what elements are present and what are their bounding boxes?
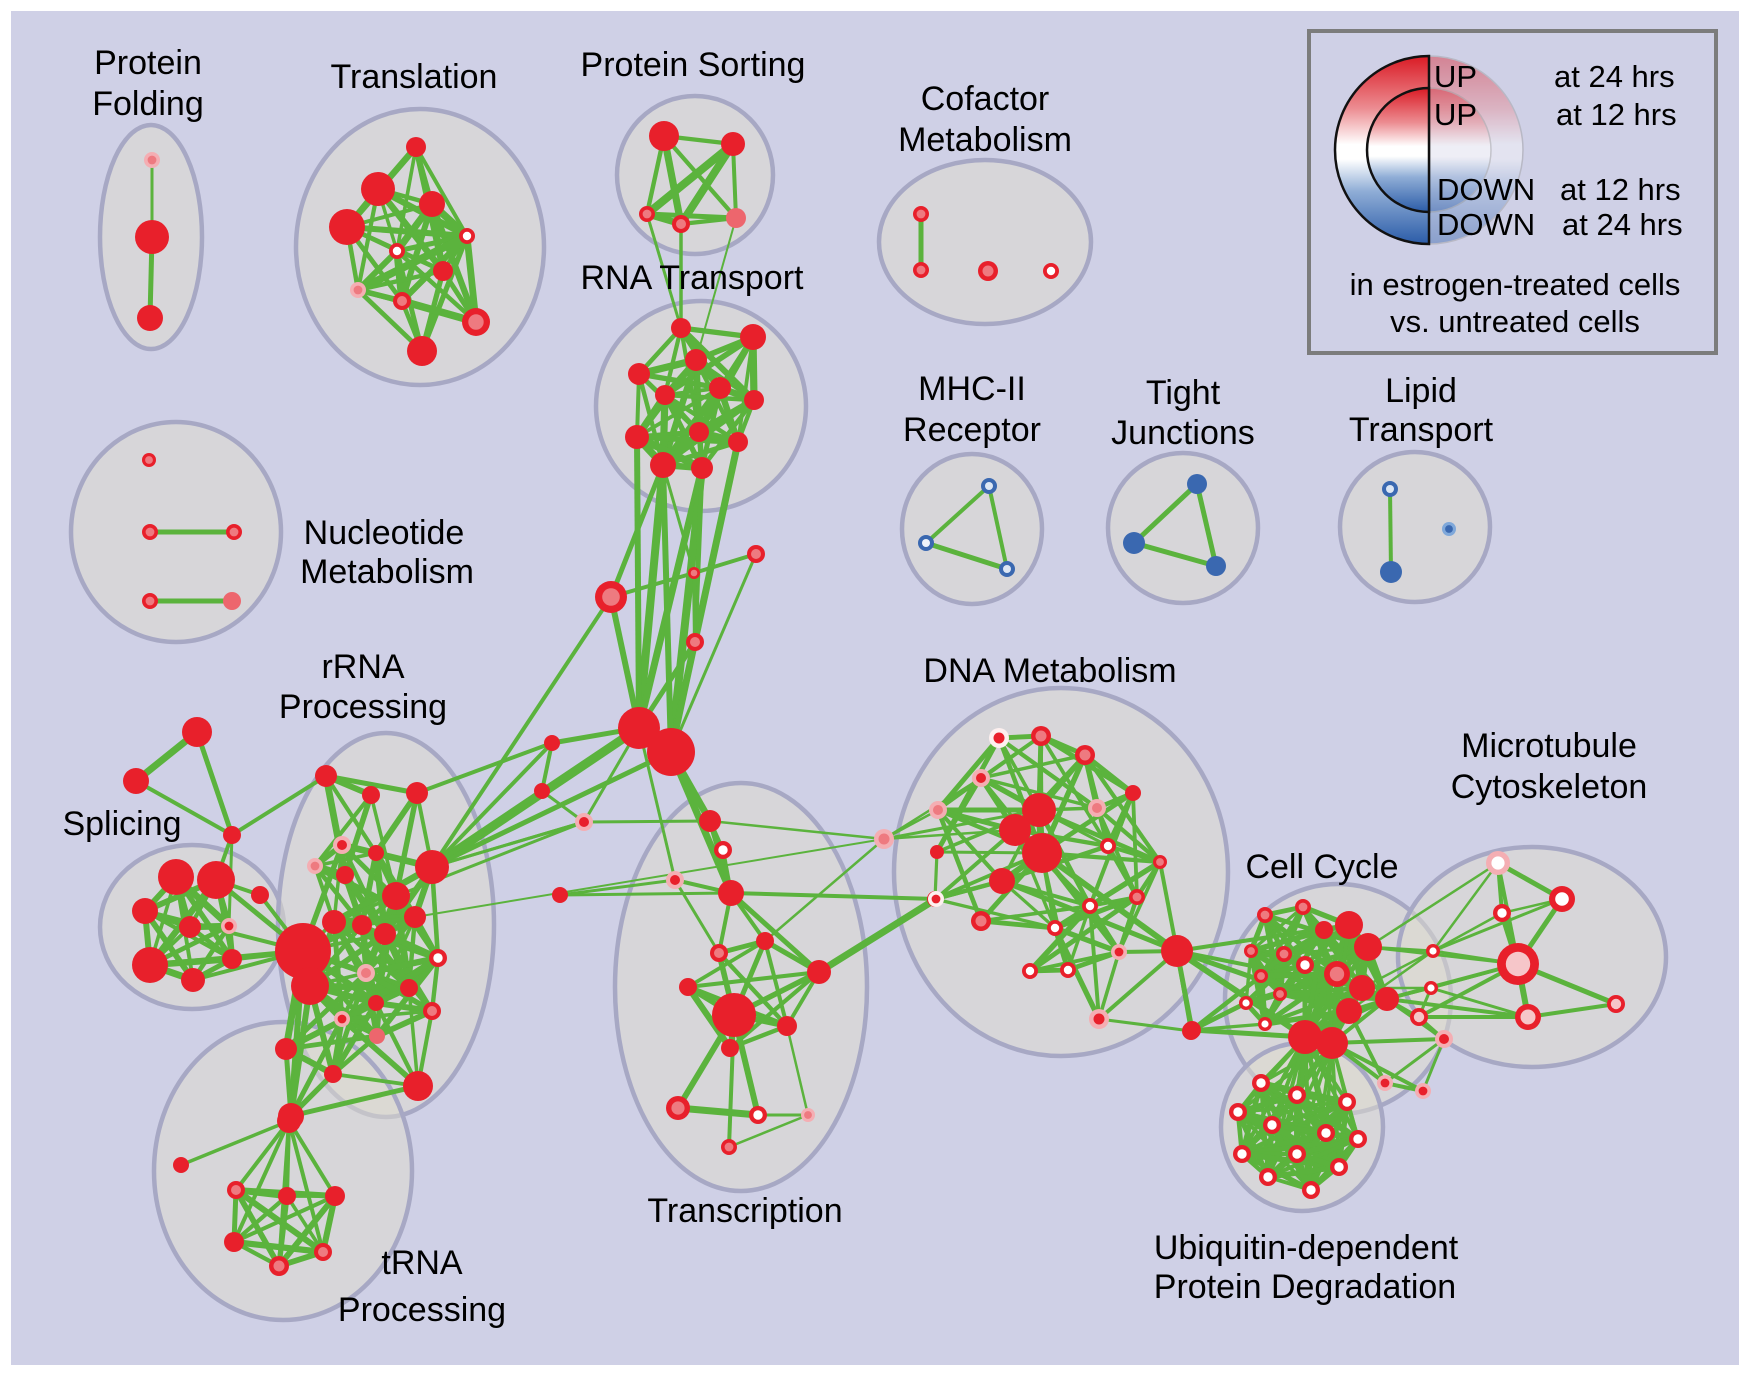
svg-text:Ubiquitin-dependent: Ubiquitin-dependent [1154, 1229, 1459, 1267]
svg-text:Cell Cycle: Cell Cycle [1245, 848, 1398, 886]
svg-text:UP: UP [1434, 97, 1477, 132]
svg-text:Metabolism: Metabolism [300, 553, 474, 591]
svg-text:Protein: Protein [94, 44, 202, 82]
svg-text:Splicing: Splicing [62, 805, 181, 843]
svg-text:rRNA: rRNA [321, 648, 404, 686]
svg-text:Tight: Tight [1146, 374, 1221, 412]
svg-text:at 12 hrs: at 12 hrs [1560, 172, 1681, 207]
svg-text:in estrogen-treated cells: in estrogen-treated cells [1350, 267, 1681, 302]
svg-text:Nucleotide: Nucleotide [304, 514, 465, 552]
svg-text:Microtubule: Microtubule [1461, 727, 1637, 765]
svg-text:at 24 hrs: at 24 hrs [1554, 59, 1675, 94]
svg-text:Junctions: Junctions [1111, 414, 1255, 452]
svg-text:Protein Degradation: Protein Degradation [1154, 1268, 1456, 1306]
svg-text:DOWN: DOWN [1437, 207, 1535, 242]
svg-text:Folding: Folding [92, 85, 204, 123]
svg-text:Receptor: Receptor [903, 411, 1041, 449]
svg-text:Cytoskeleton: Cytoskeleton [1451, 768, 1648, 806]
svg-text:Protein Sorting: Protein Sorting [581, 46, 806, 84]
svg-text:Transcription: Transcription [647, 1192, 842, 1230]
svg-text:MHC-II: MHC-II [918, 370, 1026, 408]
svg-text:at 12 hrs: at 12 hrs [1556, 97, 1677, 132]
svg-text:at 24 hrs: at 24 hrs [1562, 207, 1683, 242]
svg-text:RNA Transport: RNA Transport [581, 259, 805, 297]
svg-text:tRNA: tRNA [381, 1244, 463, 1282]
svg-text:DOWN: DOWN [1437, 172, 1535, 207]
svg-text:Lipid: Lipid [1385, 372, 1457, 410]
svg-text:Processing: Processing [338, 1291, 506, 1329]
svg-text:Metabolism: Metabolism [898, 121, 1072, 159]
svg-text:Translation: Translation [331, 58, 498, 96]
svg-text:Transport: Transport [1349, 411, 1494, 449]
svg-text:Cofactor: Cofactor [921, 80, 1050, 118]
svg-text:Processing: Processing [279, 688, 447, 726]
svg-text:vs. untreated cells: vs. untreated cells [1390, 304, 1640, 339]
svg-text:DNA Metabolism: DNA Metabolism [923, 652, 1176, 690]
svg-text:UP: UP [1434, 59, 1477, 94]
